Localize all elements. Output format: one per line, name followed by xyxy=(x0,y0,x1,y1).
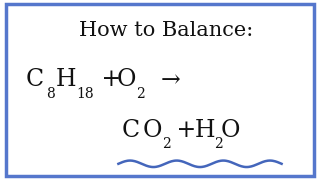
Text: O: O xyxy=(221,119,240,142)
Text: C: C xyxy=(122,119,140,142)
Text: +: + xyxy=(94,68,129,91)
Text: H: H xyxy=(56,68,76,91)
Text: C: C xyxy=(26,68,44,91)
Text: H: H xyxy=(195,119,215,142)
Text: How to Balance:: How to Balance: xyxy=(79,21,253,40)
Text: 2: 2 xyxy=(136,87,145,101)
Text: 8: 8 xyxy=(46,87,55,101)
Text: 2: 2 xyxy=(214,138,222,152)
Text: 2: 2 xyxy=(162,138,170,152)
Text: +: + xyxy=(169,119,204,142)
Text: O: O xyxy=(142,119,162,142)
Text: 18: 18 xyxy=(77,87,94,101)
Text: →: → xyxy=(146,69,180,92)
Text: O: O xyxy=(117,68,136,91)
